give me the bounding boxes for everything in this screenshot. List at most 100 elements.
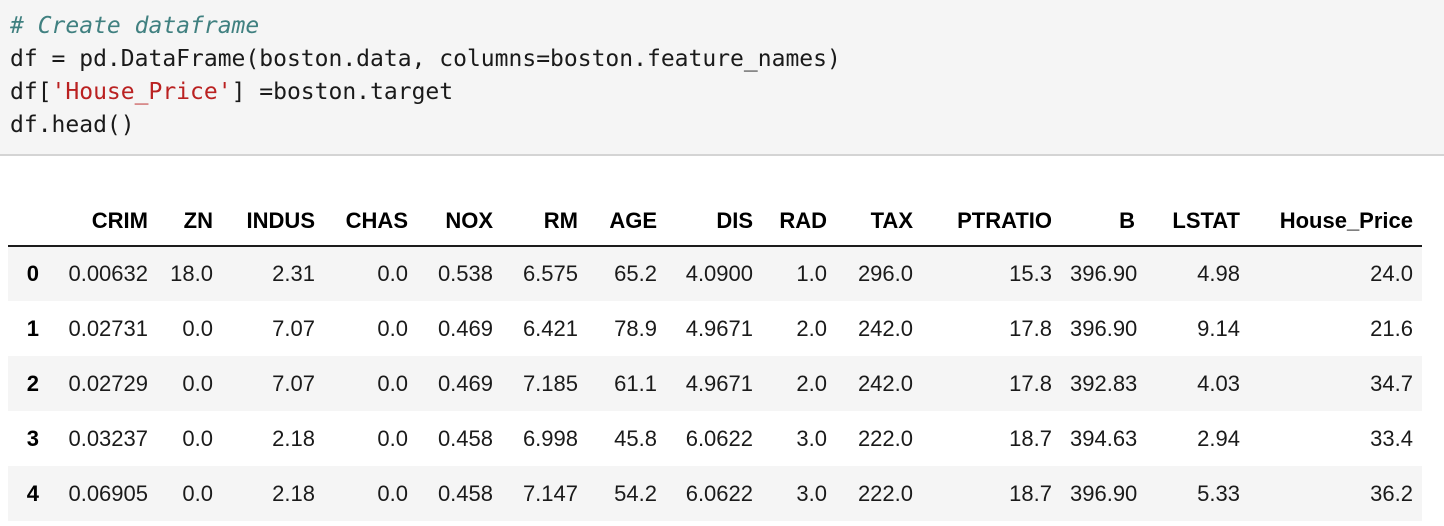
table-cell: 2.18	[272, 425, 315, 451]
table-cell: 7.07	[272, 315, 315, 341]
dataframe-header: CRIM ZN INDUS CHAS NOX RM AGE DIS RAD TAX PTRATIO B…	[8, 197, 1422, 247]
column-header-CHAS: CHAS	[324, 197, 417, 247]
code-token-comment: # Create dataframe	[10, 13, 260, 39]
table-cell: 34.7	[1370, 370, 1413, 396]
table-cell: 4.0900	[685, 261, 753, 286]
code-token-string: 'House_Price'	[51, 79, 232, 105]
table-cell: 6.998	[522, 425, 578, 451]
table-cell: 2.94	[1197, 425, 1240, 451]
table-cell: 65.2	[614, 261, 657, 286]
column-header-B: B	[1061, 197, 1144, 247]
table-row: 4 0.06905 0.0 2.18 0.0 0.458 7.147 54.2 6.0622 3.…	[8, 466, 1422, 521]
code-token-plain: ] =boston.target	[231, 79, 454, 105]
table-cell: 242.0	[857, 370, 913, 396]
table-cell: 222.0	[857, 425, 913, 451]
column-header-RM: RM	[502, 197, 587, 247]
table-cell: 17.8	[1009, 315, 1052, 341]
row-index: 4	[26, 480, 39, 506]
row-index: 1	[26, 315, 39, 341]
code-line-2: df['House_Price'] =boston.target	[10, 76, 1432, 109]
table-cell: 4.03	[1197, 370, 1240, 396]
table-cell: 18.7	[1009, 480, 1052, 506]
header-row: CRIM ZN INDUS CHAS NOX RM AGE DIS RAD TAX PTRATIO B…	[8, 197, 1422, 247]
table-cell: 0.00632	[68, 261, 148, 286]
table-cell: 396.90	[1070, 480, 1138, 506]
table-cell: 396.90	[1070, 315, 1138, 341]
column-header-ZN: ZN	[157, 197, 222, 247]
table-cell: 0.0	[182, 370, 213, 396]
table-cell: 1.0	[796, 261, 827, 286]
table-cell: 396.90	[1070, 261, 1138, 286]
table-cell: 9.14	[1197, 315, 1240, 341]
table-cell: 4.9671	[685, 315, 753, 341]
code-token-plain: df = pd.DataFrame(boston.data, columns=b…	[10, 46, 841, 72]
table-cell: 0.0	[182, 315, 213, 341]
row-index: 3	[26, 425, 39, 451]
table-cell: 222.0	[857, 480, 913, 506]
table-cell: 0.538	[437, 261, 493, 286]
row-index: 0	[26, 261, 39, 286]
table-cell: 0.02729	[68, 370, 148, 396]
table-cell: 0.0	[377, 315, 408, 341]
table-cell: 0.469	[437, 370, 493, 396]
table-row: 3 0.03237 0.0 2.18 0.0 0.458 6.998 45.8 6.0622 3.…	[8, 411, 1422, 466]
table-cell: 18.0	[170, 261, 213, 286]
table-cell: 3.0	[796, 480, 827, 506]
row-index: 2	[26, 370, 39, 396]
table-cell: 0.0	[377, 425, 408, 451]
table-cell: 15.3	[1009, 261, 1052, 286]
table-cell: 4.98	[1197, 261, 1240, 286]
code-cell[interactable]: # Create dataframe df = pd.DataFrame(bost…	[0, 0, 1444, 156]
table-cell: 7.07	[272, 370, 315, 396]
table-row: 1 0.02731 0.0 7.07 0.0 0.469 6.421 78.9 4.9671 2.…	[8, 301, 1422, 356]
table-row: 2 0.02729 0.0 7.07 0.0 0.469 7.185 61.1 4.9671 2.…	[8, 356, 1422, 411]
table-cell: 2.0	[796, 315, 827, 341]
table-cell: 18.7	[1009, 425, 1052, 451]
index-column-header	[8, 197, 48, 247]
table-cell: 61.1	[614, 370, 657, 396]
table-row: 0 0.00632 18.0 2.31 0.0 0.538 6.575 65.2 4.0900 1…	[8, 246, 1422, 301]
table-cell: 0.0	[377, 480, 408, 506]
table-cell: 24.0	[1370, 261, 1413, 286]
column-header-House_Price: House_Price	[1249, 197, 1422, 247]
table-cell: 78.9	[614, 315, 657, 341]
table-cell: 394.63	[1070, 425, 1138, 451]
table-cell: 0.03237	[68, 425, 148, 451]
column-header-TAX: TAX	[836, 197, 922, 247]
table-cell: 21.6	[1370, 315, 1413, 341]
table-cell: 0.0	[377, 261, 408, 286]
table-cell: 6.0622	[685, 480, 753, 506]
code-line-0: # Create dataframe	[10, 10, 1432, 43]
table-cell: 0.458	[437, 480, 493, 506]
code-token-plain: df[	[10, 79, 52, 105]
table-cell: 45.8	[614, 425, 657, 451]
table-cell: 242.0	[857, 315, 913, 341]
table-cell: 7.147	[522, 480, 578, 506]
table-cell: 7.185	[522, 370, 578, 396]
table-cell: 17.8	[1009, 370, 1052, 396]
table-cell: 0.0	[377, 370, 408, 396]
table-cell: 2.18	[272, 480, 315, 506]
table-cell: 54.2	[614, 480, 657, 506]
column-header-CRIM: CRIM	[48, 197, 157, 247]
table-cell: 296.0	[857, 261, 913, 286]
code-token-plain: df.head()	[10, 112, 135, 138]
table-cell: 0.0	[182, 425, 213, 451]
output-area: CRIM ZN INDUS CHAS NOX RM AGE DIS RAD TAX PTRATIO B…	[0, 156, 1444, 521]
code-line-1: df = pd.DataFrame(boston.data, columns=b…	[10, 43, 1432, 76]
table-cell: 36.2	[1370, 480, 1413, 506]
table-cell: 6.421	[522, 315, 578, 341]
column-header-RAD: RAD	[762, 197, 836, 247]
column-header-INDUS: INDUS	[222, 197, 324, 247]
table-cell: 33.4	[1370, 425, 1413, 451]
table-cell: 0.458	[437, 425, 493, 451]
table-cell: 3.0	[796, 425, 827, 451]
table-cell: 2.31	[272, 261, 315, 286]
dataframe-output-table: CRIM ZN INDUS CHAS NOX RM AGE DIS RAD TAX PTRATIO B…	[8, 197, 1422, 521]
column-header-LSTAT: LSTAT	[1144, 197, 1249, 247]
code-line-3: df.head()	[10, 109, 1432, 142]
table-cell: 0.469	[437, 315, 493, 341]
table-cell: 0.06905	[68, 480, 148, 506]
column-header-AGE: AGE	[587, 197, 666, 247]
table-cell: 6.0622	[685, 425, 753, 451]
